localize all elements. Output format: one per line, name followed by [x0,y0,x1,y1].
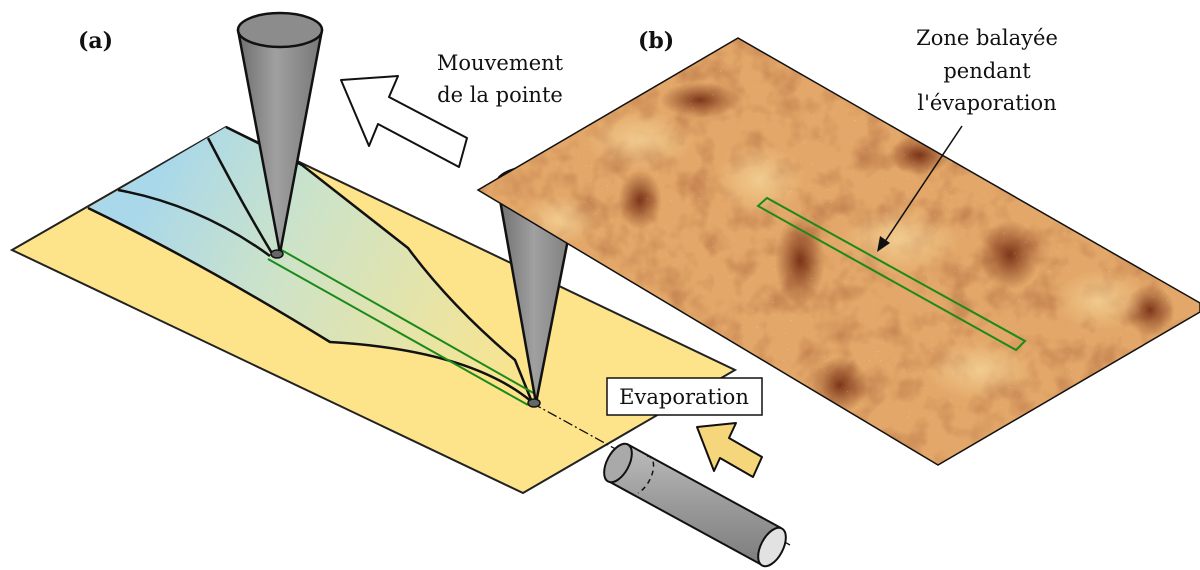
scan-zone-label-line2: pendant [943,59,1031,83]
scan-zone-pointer-head [877,236,890,252]
scan-zone-pointer [883,125,963,244]
deposit-edge-lower [87,206,533,403]
evaporation-label-box [606,377,763,416]
deposit-edge-upper [225,125,534,403]
tip-movement-label-line1: Mouvement [437,51,564,75]
stm-tip-start [236,11,324,259]
evaporator-cylinder [603,442,787,568]
deposit-edge-inner-1 [117,188,271,258]
deposit-region [88,127,532,402]
scan-line-lower [267,258,529,406]
tip-movement-label-line2: de la pointe [437,83,563,107]
evaporation-flux-arrow [696,422,763,478]
panel-a: Evaporation (a) Mouvement de la pointe [9,11,791,568]
scan-line-upper [277,247,538,396]
evaporation-label: Evaporation [619,385,749,409]
panel-a-label: (a) [78,28,113,54]
scan-zone-label-line1: Zone balayée [916,26,1058,50]
scan-zone-label-line3: l'évaporation [917,91,1056,115]
stm-image-frame [476,37,1200,466]
scan-zone-rectangle [756,196,1027,352]
tip-movement-arrow [340,75,468,168]
panel-b-label: (b) [638,28,674,54]
deposit-edge-inner-2 [206,137,275,256]
